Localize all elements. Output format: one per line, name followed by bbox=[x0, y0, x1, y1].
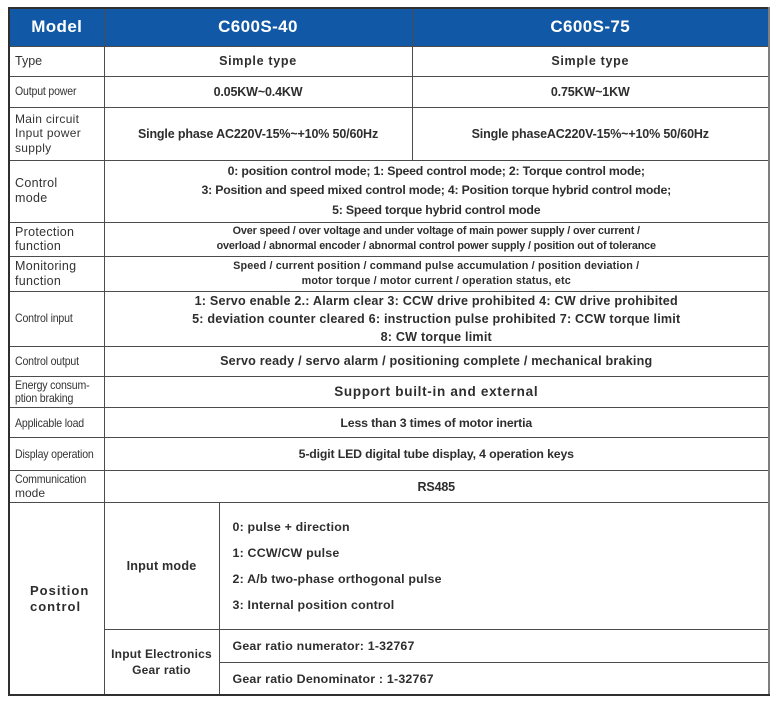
energy-braking-value: Support built-in and external bbox=[103, 375, 770, 409]
input-mode-option: 2: A/b two-phase orthogonal pulse bbox=[232, 572, 442, 587]
protection-row: Protection function Over speed / over vo… bbox=[8, 221, 770, 257]
power-supply-row-label: Main circuit Input power supply bbox=[8, 106, 105, 161]
type-value-c600s40: Simple type bbox=[103, 45, 413, 77]
output-power-row-label: Output power bbox=[8, 75, 105, 108]
control-mode-value: 0: position control mode; 1: Speed contr… bbox=[103, 159, 770, 223]
input-mode-option: 1: CCW/CW pulse bbox=[232, 546, 340, 561]
model-c600s40-cell: C600S-40 bbox=[103, 7, 413, 47]
applicable-load-row-label: Applicable load bbox=[8, 407, 105, 439]
input-mode-options-cell: 0: pulse + direction 1: CCW/CW pulse 2: … bbox=[218, 502, 770, 631]
gear-numerator-row: Input Electronics Gear ratio Gear ratio … bbox=[9, 629, 770, 696]
model-header-label: Model bbox=[31, 17, 83, 37]
input-mode-option: 3: Internal position control bbox=[232, 598, 395, 613]
monitoring-value: Speed / current position / command pulse… bbox=[103, 256, 770, 292]
control-mode-row-label: Control mode bbox=[8, 159, 105, 223]
applicable-load-row: Applicable load Less than 3 times of mot… bbox=[8, 407, 770, 439]
gear-numerator-cell: Gear ratio numerator: 1-32767 bbox=[218, 629, 770, 664]
position-control-input-mode-row: Position control Input mode 0: pulse + d… bbox=[8, 502, 770, 696]
position-control-row-label: Position control bbox=[8, 502, 105, 696]
model-c600s75-label: C600S-75 bbox=[550, 17, 631, 37]
control-mode-row: Control mode 0: position control mode; 1… bbox=[8, 159, 770, 223]
communication-row: Communication mode RS485 bbox=[8, 470, 770, 504]
control-output-row-label: Control output bbox=[8, 345, 105, 377]
type-value-c600s75: Simple type bbox=[411, 45, 770, 77]
gear-denominator-cell: Gear ratio Denominator : 1-32767 bbox=[218, 662, 770, 696]
display-operation-row-label: Display operation bbox=[8, 437, 105, 472]
output-power-row: Output power 0.05KW~0.4KW 0.75KW~1KW bbox=[8, 75, 770, 108]
header-row: Model C600S-40 C600S-75 bbox=[8, 7, 770, 47]
control-output-row: Control output Servo ready / servo alarm… bbox=[8, 345, 770, 377]
display-operation-value: 5-digit LED digital tube display, 4 oper… bbox=[103, 437, 770, 472]
control-input-value: 1: Servo enable 2.: Alarm clear 3: CCW d… bbox=[103, 290, 770, 347]
gear-denominator-row: Gear ratio Denominator : 1-32767 bbox=[9, 662, 770, 696]
input-mode-option: 0: pulse + direction bbox=[232, 520, 350, 535]
output-power-value-c600s75: 0.75KW~1KW bbox=[411, 75, 770, 108]
type-row: Type Simple type Simple type bbox=[8, 45, 770, 77]
power-supply-value-c600s40: Single phase AC220V-15%~+10% 50/60Hz bbox=[103, 106, 413, 161]
input-mode-label-cell: Input mode bbox=[103, 502, 220, 631]
control-output-value: Servo ready / servo alarm / positioning … bbox=[103, 345, 770, 377]
power-supply-row: Main circuit Input power supply Single p… bbox=[8, 106, 770, 161]
monitoring-row: Monitoring function Speed / current posi… bbox=[8, 256, 770, 292]
model-c600s75-cell: C600S-75 bbox=[411, 7, 770, 47]
monitoring-row-label: Monitoring function bbox=[8, 256, 105, 292]
display-operation-row: Display operation 5-digit LED digital tu… bbox=[8, 437, 770, 472]
applicable-load-value: Less than 3 times of motor inertia bbox=[103, 407, 770, 439]
energy-braking-row: Energy consum- ption braking Support bui… bbox=[8, 375, 770, 409]
energy-braking-row-label: Energy consum- ption braking bbox=[8, 375, 105, 409]
model-c600s40-label: C600S-40 bbox=[218, 17, 298, 37]
control-input-row: Control input 1: Servo enable 2.: Alarm … bbox=[8, 290, 770, 347]
model-header-cell: Model bbox=[8, 7, 105, 47]
protection-row-label: Protection function bbox=[8, 221, 105, 257]
gear-ratio-label-cell: Input Electronics Gear ratio bbox=[103, 629, 220, 696]
protection-value: Over speed / over voltage and under volt… bbox=[103, 221, 770, 257]
control-input-row-label: Control input bbox=[8, 290, 105, 347]
communication-row-label: Communication mode bbox=[8, 470, 105, 504]
type-row-label: Type bbox=[8, 45, 105, 77]
power-supply-value-c600s75: Single phaseAC220V-15%~+10% 50/60Hz bbox=[411, 106, 770, 161]
communication-value: RS485 bbox=[103, 470, 770, 504]
spec-table: Model C600S-40 C600S-75 Type Simple type… bbox=[8, 7, 770, 696]
output-power-value-c600s40: 0.05KW~0.4KW bbox=[103, 75, 413, 108]
